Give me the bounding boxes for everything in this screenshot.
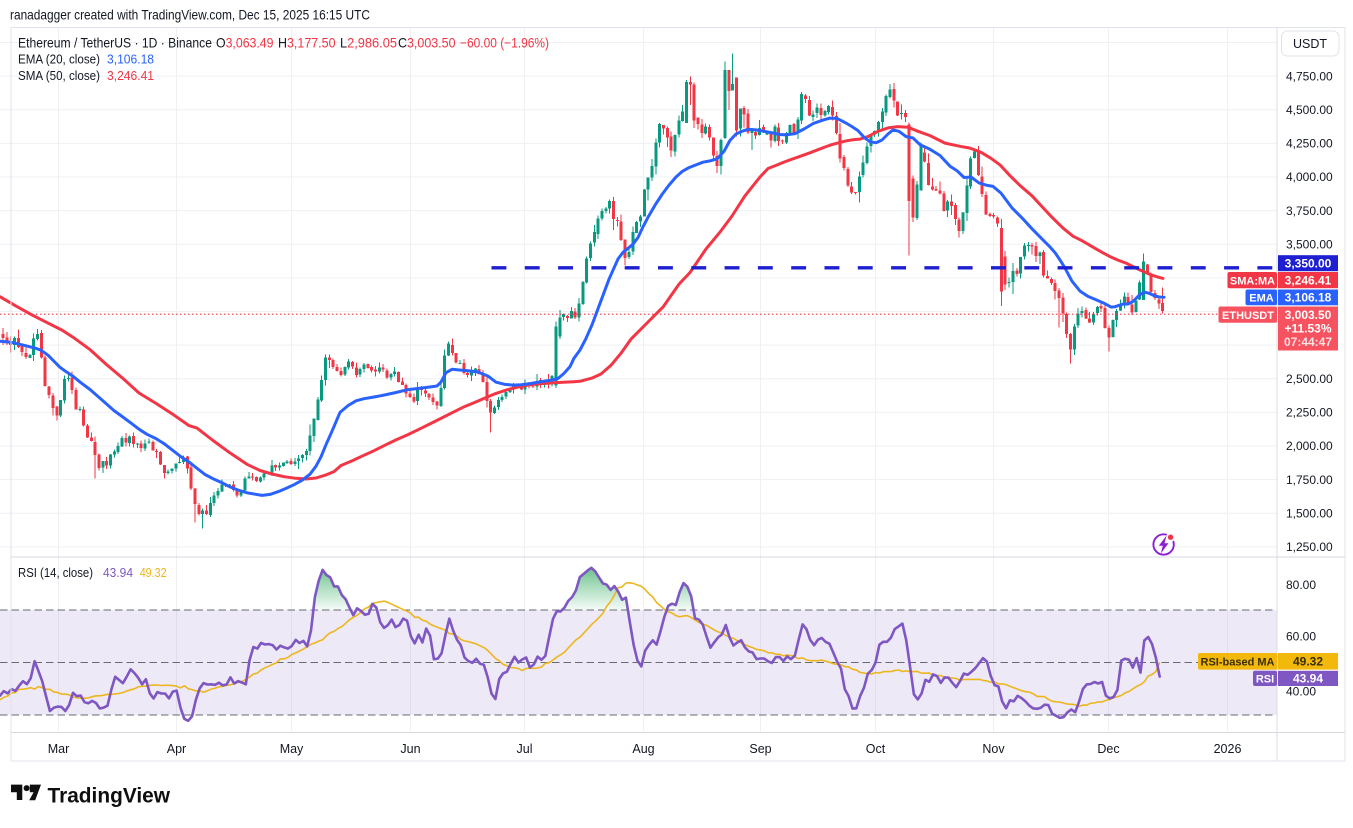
svg-text:80.00: 80.00 — [1286, 578, 1316, 592]
svg-text:43.94: 43.94 — [103, 565, 133, 580]
svg-text:Mar: Mar — [48, 742, 70, 756]
svg-text:4,250.00: 4,250.00 — [1286, 137, 1333, 151]
svg-text:49.32: 49.32 — [140, 565, 167, 580]
svg-text:TradingView: TradingView — [48, 785, 171, 808]
svg-text:Jun: Jun — [400, 742, 420, 756]
svg-text:49.32: 49.32 — [1293, 655, 1323, 669]
svg-text:USDT: USDT — [1293, 37, 1327, 51]
svg-text:Jul: Jul — [517, 742, 533, 756]
svg-text:2026: 2026 — [1214, 742, 1242, 756]
svg-text:EMA (20, close): EMA (20, close) — [18, 52, 100, 67]
svg-text:O3,063.49: O3,063.49 — [216, 36, 274, 51]
svg-text:C3,003.50: C3,003.50 — [398, 36, 456, 51]
svg-text:1,750.00: 1,750.00 — [1286, 473, 1333, 487]
svg-text:2,000.00: 2,000.00 — [1286, 439, 1333, 453]
svg-text:Sep: Sep — [749, 742, 771, 756]
svg-text:3,106.18: 3,106.18 — [1285, 291, 1332, 305]
svg-text:2,250.00: 2,250.00 — [1286, 406, 1333, 420]
svg-text:3,246.41: 3,246.41 — [107, 68, 154, 83]
svg-text:2,500.00: 2,500.00 — [1286, 372, 1333, 386]
svg-text:Apr: Apr — [167, 742, 186, 756]
svg-text:H3,177.50: H3,177.50 — [278, 36, 336, 51]
svg-text:40.00: 40.00 — [1286, 685, 1316, 699]
svg-text:Oct: Oct — [866, 742, 886, 756]
svg-text:4,500.00: 4,500.00 — [1286, 103, 1333, 117]
svg-text:Nov: Nov — [982, 742, 1005, 756]
svg-text:3,350.00: 3,350.00 — [1285, 257, 1332, 271]
svg-text:07:44:47: 07:44:47 — [1284, 335, 1332, 349]
svg-text:May: May — [280, 742, 304, 756]
svg-text:ETHUSDT: ETHUSDT — [1222, 310, 1274, 322]
svg-text:RSI-based MA: RSI-based MA — [1201, 657, 1275, 669]
svg-text:3,246.41: 3,246.41 — [1285, 273, 1332, 287]
svg-text:EMA: EMA — [1249, 293, 1274, 305]
svg-text:+11.53%: +11.53% — [1284, 322, 1331, 336]
svg-text:SMA:MA: SMA:MA — [1230, 275, 1275, 287]
svg-text:4,750.00: 4,750.00 — [1286, 69, 1333, 83]
svg-text:3,500.00: 3,500.00 — [1286, 237, 1333, 251]
svg-text:43.94: 43.94 — [1293, 672, 1323, 686]
svg-text:1,250.00: 1,250.00 — [1286, 540, 1333, 554]
svg-text:−60.00 (−1.96%): −60.00 (−1.96%) — [460, 36, 549, 51]
svg-text:RSI (14, close): RSI (14, close) — [18, 565, 93, 580]
svg-text:RSI: RSI — [1256, 674, 1274, 686]
svg-text:1,500.00: 1,500.00 — [1286, 507, 1333, 521]
svg-text:L2,986.05: L2,986.05 — [340, 36, 397, 51]
svg-text:3,106.18: 3,106.18 — [107, 52, 154, 67]
svg-text:3,750.00: 3,750.00 — [1286, 204, 1333, 218]
svg-text:Dec: Dec — [1097, 742, 1119, 756]
svg-text:4,000.00: 4,000.00 — [1286, 170, 1333, 184]
svg-text:60.00: 60.00 — [1286, 629, 1316, 643]
svg-text:ranadagger created with Tradin: ranadagger created with TradingView.com,… — [10, 8, 370, 23]
svg-text:3,003.50: 3,003.50 — [1285, 308, 1332, 322]
svg-text:SMA (50, close): SMA (50, close) — [18, 68, 100, 83]
svg-text:Ethereum / TetherUS · 1D · Bin: Ethereum / TetherUS · 1D · Binance — [18, 36, 212, 51]
svg-text:Aug: Aug — [632, 742, 654, 756]
